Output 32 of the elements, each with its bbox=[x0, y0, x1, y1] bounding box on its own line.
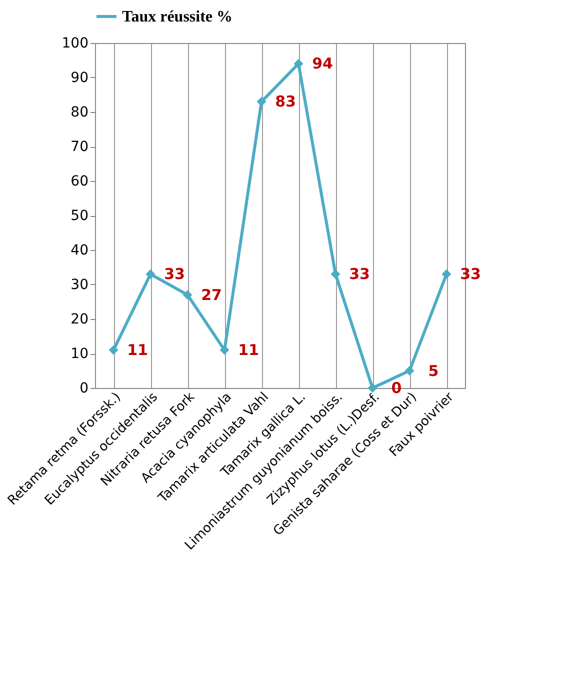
legend-label: Taux réussite % bbox=[122, 8, 233, 26]
y-tick-label: 10 bbox=[70, 346, 88, 362]
data-label: 11 bbox=[238, 341, 259, 360]
point bbox=[404, 366, 414, 376]
y-tick-label: 0 bbox=[80, 380, 88, 396]
point bbox=[294, 58, 304, 68]
y-tick-label: 90 bbox=[70, 70, 88, 86]
data-label: 5 bbox=[428, 362, 439, 380]
y-tick-label: 70 bbox=[70, 139, 88, 155]
y-tick-label: 80 bbox=[70, 104, 88, 120]
point bbox=[108, 345, 118, 355]
data-label: 33 bbox=[349, 265, 370, 284]
point bbox=[146, 269, 156, 279]
data-label: 27 bbox=[201, 286, 222, 304]
data-label: 11 bbox=[127, 341, 148, 360]
data-label: 33 bbox=[460, 265, 481, 284]
y-tick-label: 20 bbox=[70, 312, 88, 328]
data-label: 33 bbox=[164, 265, 185, 284]
point bbox=[368, 383, 378, 393]
point bbox=[220, 345, 230, 355]
y-tick-label: 50 bbox=[70, 208, 88, 224]
y-tick-label: 60 bbox=[70, 174, 88, 190]
data-label: 0 bbox=[391, 379, 402, 397]
point bbox=[330, 269, 340, 279]
data-label: 94 bbox=[312, 54, 333, 73]
y-tick-label: 100 bbox=[62, 36, 88, 52]
y-tick-label: 30 bbox=[70, 277, 88, 293]
point bbox=[256, 96, 266, 106]
y-tick-label: 40 bbox=[70, 242, 88, 258]
point bbox=[442, 269, 452, 279]
data-label: 83 bbox=[275, 92, 296, 111]
point bbox=[182, 290, 192, 300]
